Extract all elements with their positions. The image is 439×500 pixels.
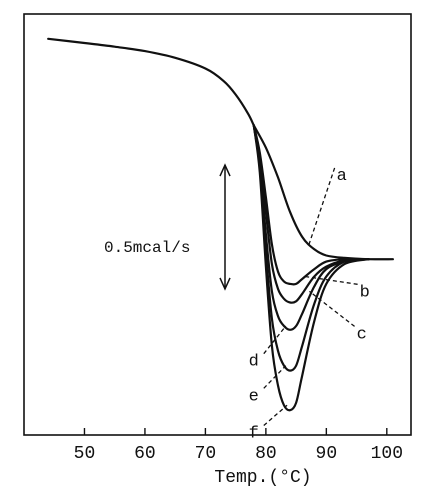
curve-label-d: d (249, 353, 259, 372)
curve-c (252, 124, 370, 304)
leader-c (309, 290, 355, 327)
curve-f (252, 124, 370, 412)
curve-label-b: b (360, 283, 370, 302)
curve-label-a: a (337, 167, 347, 186)
leader-e (263, 365, 287, 389)
curve-d (252, 124, 370, 331)
curves (47, 37, 394, 412)
curve-a (252, 124, 394, 261)
scale-bar-arrowhead-top (219, 163, 231, 177)
leader-b (305, 275, 358, 285)
x-tick-label-100: 100 (371, 444, 403, 464)
x-axis-ticks (83, 428, 388, 435)
leader-f (263, 404, 288, 426)
scale-bar-label: 0.5mcal/s (104, 239, 190, 257)
curve-label-e: e (249, 387, 259, 406)
curve-label-f: f (249, 424, 259, 443)
curve-common-baseline (47, 37, 255, 127)
curve-labels: a b c def (249, 167, 370, 444)
scale-bar-arrowhead-bottom (219, 277, 231, 291)
label-leader-lines (263, 167, 358, 426)
scale-bar: 0.5mcal/s (104, 163, 231, 291)
x-tick-label-90: 90 (316, 444, 338, 464)
leader-a (307, 167, 336, 247)
x-axis-tick-labels: 50 60 70 80 90 100 (74, 444, 403, 464)
x-tick-label-70: 70 (195, 444, 217, 464)
leader-d (263, 325, 287, 355)
x-tick-label-50: 50 (74, 444, 96, 464)
curve-label-c: c (357, 325, 367, 344)
x-tick-label-80: 80 (255, 444, 277, 464)
x-axis-label: Temp.(°C) (214, 468, 311, 488)
x-tick-label-60: 60 (134, 444, 156, 464)
plot-frame (23, 13, 412, 436)
curve-b (252, 124, 370, 286)
